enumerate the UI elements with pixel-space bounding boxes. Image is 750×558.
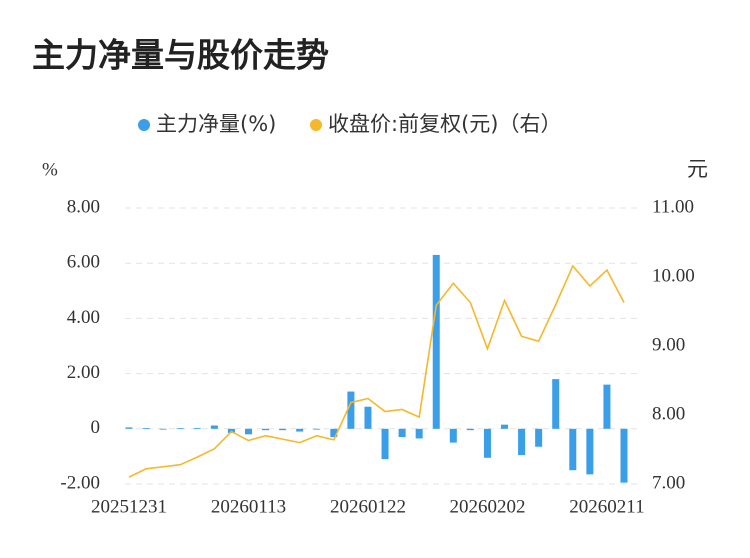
x-tick-label: 20260113 [211,496,286,517]
y2-tick-label: 10.00 [652,265,695,286]
x-tick-label: 20260211 [569,496,644,517]
bar [262,428,270,431]
y-tick-label: 0 [91,417,101,438]
bar [279,428,287,431]
y2-unit: 元 [687,157,708,181]
legend-label: 主力净量(%) [156,112,276,136]
y-tick-label: 6.00 [67,252,100,273]
bar [415,428,423,439]
x-tick-label: 20251231 [91,496,167,517]
bar [176,428,184,430]
bar [501,424,509,429]
bar [620,428,628,483]
legend-dot [310,119,322,131]
x-tick-label: 20260122 [330,496,406,517]
bar [381,428,389,460]
y2-tick-label: 9.00 [652,334,685,355]
bar [552,379,560,429]
y-tick-label: 4.00 [67,307,100,328]
bar [483,428,491,458]
y2-tick-label: 7.00 [652,472,685,493]
bar [586,428,594,475]
bar [193,427,201,429]
y-tick-label: 8.00 [67,196,100,217]
bar [313,428,321,430]
bar [125,427,133,429]
bar [569,428,577,471]
bar [466,428,474,431]
chart-title: 主力净量与股价走势 [32,36,329,75]
legend-dot [138,119,150,131]
bar [210,425,218,429]
bar [347,391,355,429]
y2-tick-label: 8.00 [652,403,685,424]
legend-label: 收盘价:前复权(元)（右） [328,112,561,136]
bar [244,428,252,435]
y-unit: % [42,159,58,180]
y-tick-label: -2.00 [60,472,100,493]
x-tick-label: 20260202 [449,496,525,517]
y2-tick-label: 11.00 [652,196,694,217]
bar [296,428,304,432]
bar [159,428,167,430]
bar [330,428,338,438]
bar [398,428,406,438]
bar [432,254,440,429]
bar [449,428,457,443]
bar [364,406,372,429]
y-tick-label: 2.00 [67,362,100,383]
bar [142,427,150,429]
bar [603,384,611,429]
bar [535,428,543,447]
bar [518,428,526,456]
price-line [128,264,625,478]
